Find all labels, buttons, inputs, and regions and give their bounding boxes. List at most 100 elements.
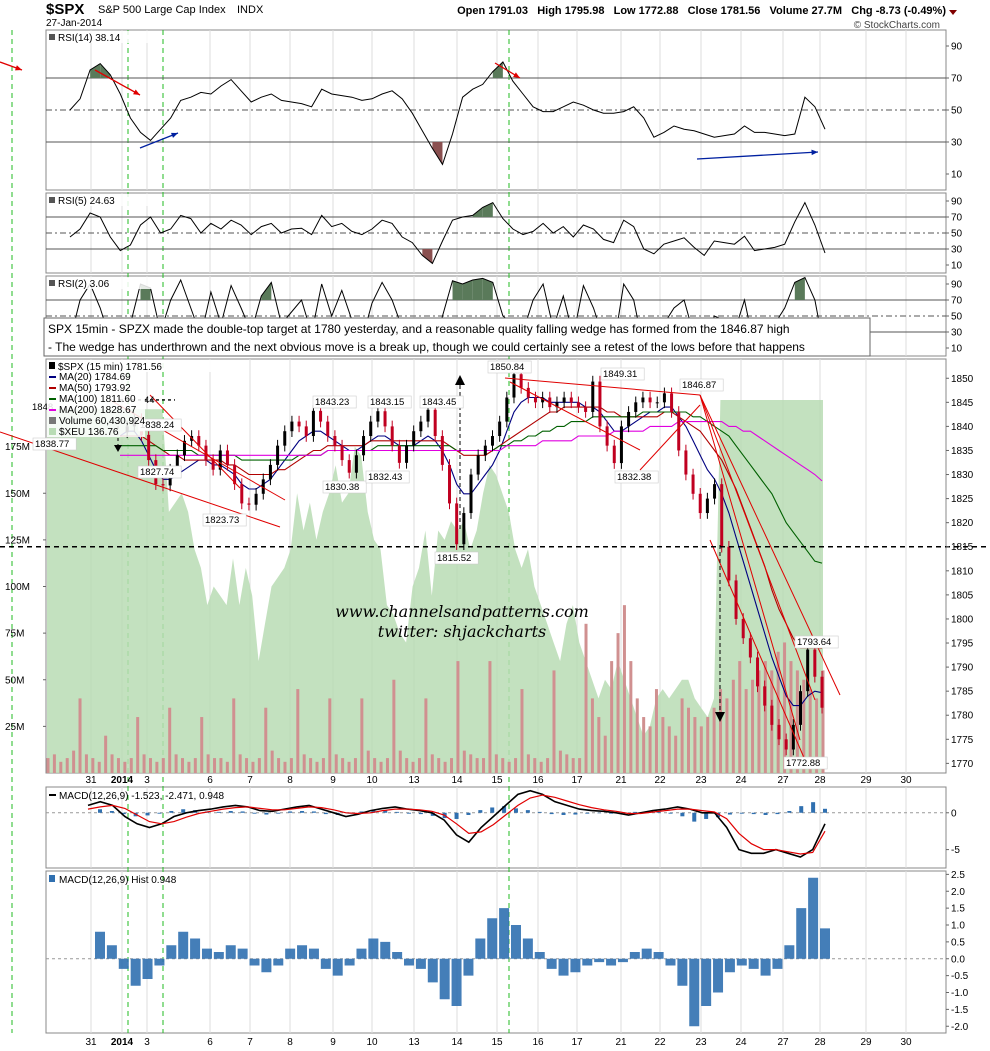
macd-hist-bar — [692, 812, 697, 822]
volume-ytick-label: 75M — [5, 629, 24, 640]
x-axis-label: 23 — [695, 775, 707, 786]
volume-bar — [136, 717, 140, 773]
price-ytick-label: 1785 — [951, 687, 974, 698]
price-candle-body — [763, 686, 767, 706]
rsi14-ytick-label: 30 — [951, 138, 963, 149]
price-candle-body — [519, 374, 523, 388]
volume-bar — [296, 689, 300, 773]
volume-bar — [366, 750, 370, 773]
x-axis-label: 13 — [408, 1037, 420, 1048]
price-candle-body — [276, 445, 280, 465]
hist-bar — [332, 958, 343, 976]
hist-bar — [772, 958, 783, 969]
price-legend-label: MA(50) 1793.92 — [59, 383, 131, 394]
price-legend-label: Volume 60,430,924 — [59, 416, 146, 427]
price-candle-body — [383, 411, 387, 427]
macd-hist-bar — [656, 811, 661, 813]
annotation-box: SPX 15min - SPZX made the double-top tar… — [43, 317, 871, 357]
price-legend-bg — [47, 404, 145, 415]
volume-bar — [168, 707, 172, 773]
price-label-box — [202, 513, 247, 527]
volume-bar — [97, 761, 101, 773]
down-arrow-icon — [949, 10, 957, 15]
volume-bar — [385, 758, 389, 773]
price-label-box — [137, 465, 182, 479]
hist-bar — [522, 938, 533, 959]
x-axis-label: 28 — [814, 775, 826, 786]
x-axis-label: 16 — [532, 1037, 544, 1048]
price-candle-body — [612, 445, 616, 464]
chart-date: 27-Jan-2014 — [46, 18, 103, 29]
price-candle-body — [240, 484, 244, 504]
volume-bar — [341, 758, 345, 773]
watermark-website: www.channelsandpatterns.com — [335, 602, 589, 621]
volume-bar — [712, 707, 716, 773]
volume-bar — [795, 670, 799, 773]
rsi5-ytick-label: 90 — [951, 197, 963, 208]
hist-bar — [225, 945, 236, 959]
x-axis-label: 16 — [532, 775, 544, 786]
volume-bar — [469, 754, 473, 773]
x-axis-label: 22 — [654, 775, 666, 786]
hist-bar — [629, 952, 640, 959]
watermark-twitter: twitter: shjackcharts — [378, 622, 546, 641]
volume-bar — [424, 698, 428, 773]
x-axis-label: 6 — [207, 1037, 213, 1048]
volume-bar — [667, 726, 671, 773]
hist-bar — [606, 958, 617, 966]
hist-bar — [499, 908, 510, 959]
price-legend-label: MA(100) 1811.60 — [59, 394, 136, 405]
x-axis-label: 29 — [860, 775, 872, 786]
volume-bar — [251, 761, 255, 773]
hist-ytick-label: 1.5 — [951, 904, 965, 915]
hist-bar — [653, 952, 664, 959]
macd-signal-line — [87, 794, 826, 855]
trend-line — [709, 539, 806, 761]
volume-bar — [808, 689, 812, 773]
clipped-label: 44 — [144, 395, 155, 406]
rsi-arrow-blue-head — [171, 132, 178, 138]
hist-bar — [178, 931, 189, 959]
macd-hist-bar — [240, 811, 245, 813]
price-candle-body — [713, 484, 717, 499]
macd-hist-bar — [799, 806, 804, 813]
price-candle-body — [748, 638, 752, 658]
macd-hist-bar — [323, 812, 328, 815]
rsi14-ytick-label: 10 — [951, 170, 963, 181]
price-candle-body — [448, 464, 452, 504]
volume-ytick-label: 175M — [5, 442, 30, 453]
price-label: 1827.74 — [140, 467, 174, 478]
volume-bar — [411, 761, 415, 773]
price-label: 1843.23 — [315, 397, 349, 408]
x-axis-label: 17 — [571, 1037, 583, 1048]
volume-bar — [629, 661, 633, 773]
x-axis-label: 28 — [814, 1037, 826, 1048]
price-candle-body — [440, 436, 444, 465]
hist-bar — [427, 958, 438, 983]
price-candle-body — [641, 397, 645, 403]
price-candle-body — [247, 503, 251, 505]
price-candle-body — [791, 724, 795, 750]
macd-line — [87, 789, 826, 858]
macd-hist-bar — [811, 802, 816, 813]
price-candle-body — [533, 397, 537, 403]
volume-ytick-label: 50M — [5, 675, 24, 686]
volume-bar — [417, 758, 421, 773]
hist-bar — [796, 908, 807, 959]
macd-hist-bar — [478, 810, 483, 813]
hist-bar — [760, 958, 771, 976]
macd-hist-bar — [751, 812, 756, 815]
price-legend-bg — [47, 415, 145, 426]
price-candle-body — [698, 493, 702, 514]
hist-bar — [273, 958, 284, 966]
hist-bar — [701, 958, 712, 1006]
macd-hist-bar — [98, 809, 102, 813]
price-ytick-label: 1815 — [951, 542, 974, 553]
x-axis-label: 22 — [654, 1037, 666, 1048]
price-candle-body — [225, 450, 229, 465]
hist-bar — [320, 958, 331, 969]
chart-instrument-name: S&P 500 Large Cap Index — [98, 4, 226, 16]
volume-bar — [238, 754, 242, 773]
price-label-box — [312, 395, 357, 409]
macd-hist-bar — [739, 812, 744, 814]
